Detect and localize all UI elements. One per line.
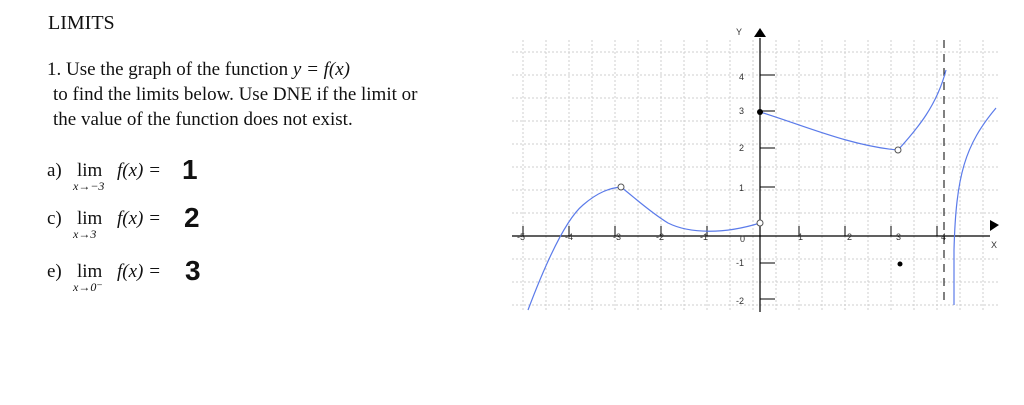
part-c-expression: f(x) = (117, 208, 161, 229)
y-tick-label: 3 (739, 106, 744, 116)
y-tick-label: -1 (736, 258, 744, 268)
closed-point-y3 (757, 109, 763, 115)
function-graph: -5 -4 -3 -2 -1 0 1 2 3 4 4 3 2 1 -1 -2 Y… (512, 27, 1000, 312)
curve-upper-segment (759, 111, 899, 151)
part-c-answer[interactable]: 2 (184, 202, 200, 233)
part-a-answer[interactable]: 1 (182, 154, 198, 185)
open-point-origin (756, 219, 764, 227)
open-point-minus3 (617, 183, 625, 191)
part-e-lim: lim (77, 261, 103, 282)
problem-line-1: 1. Use the graph of the function (47, 59, 293, 80)
part-e-answer[interactable]: 3 (185, 255, 201, 286)
x-tick-label: -4 (565, 232, 573, 242)
part-e-approach: x→0⁻ (73, 280, 103, 294)
x-tick-label: 1 (798, 232, 803, 242)
x-axis-arrow (990, 220, 999, 231)
curve-right-branch (953, 107, 997, 251)
page-title: LIMITS (48, 12, 115, 34)
x-tick-label: -2 (656, 232, 664, 242)
x-tick-label: -3 (613, 232, 621, 242)
closed-point-x3 (897, 261, 903, 267)
x-tick-label: 2 (847, 232, 852, 242)
y-tick-label: 1 (739, 183, 744, 193)
x-tick-label: 0 (740, 234, 745, 244)
part-a-lim: lim (77, 160, 103, 181)
part-a-approach: x→−3 (73, 179, 105, 193)
open-point-x3 (894, 146, 902, 154)
part-c-approach: x→3 (73, 227, 97, 241)
part-a-letter: a) (47, 160, 62, 181)
part-e-letter: e) (47, 261, 62, 282)
problem-line-2: to find the limits below. Use DNE if the… (53, 84, 418, 105)
part-e-expression: f(x) = (117, 261, 161, 282)
part-c-letter: c) (47, 208, 62, 229)
x-axis-label: X (991, 240, 997, 250)
part-a-expression: f(x) = (117, 160, 161, 181)
part-c-lim: lim (77, 208, 103, 229)
y-tick-label: 2 (739, 143, 744, 153)
y-axis-label: Y (736, 27, 742, 37)
x-tick-label: -5 (517, 232, 525, 242)
curve-peak-to-origin (620, 186, 761, 232)
curve-left-rise (527, 186, 622, 311)
x-tick-label: 3 (896, 232, 901, 242)
problem-statement: 1. Use the graph of the function y = f(x… (47, 57, 477, 132)
axis-ticks (522, 74, 938, 300)
problem-line-3: the value of the function does not exist… (53, 109, 353, 130)
x-tick-label: -1 (700, 232, 708, 242)
y-axis-arrow (754, 28, 766, 37)
y-tick-label: 4 (739, 72, 744, 82)
function-expression: y = f(x) (292, 59, 351, 80)
y-tick-label: -2 (736, 296, 744, 306)
axes (512, 38, 990, 312)
grid (512, 40, 1000, 312)
curve-rise-to-asymptote (897, 69, 947, 151)
